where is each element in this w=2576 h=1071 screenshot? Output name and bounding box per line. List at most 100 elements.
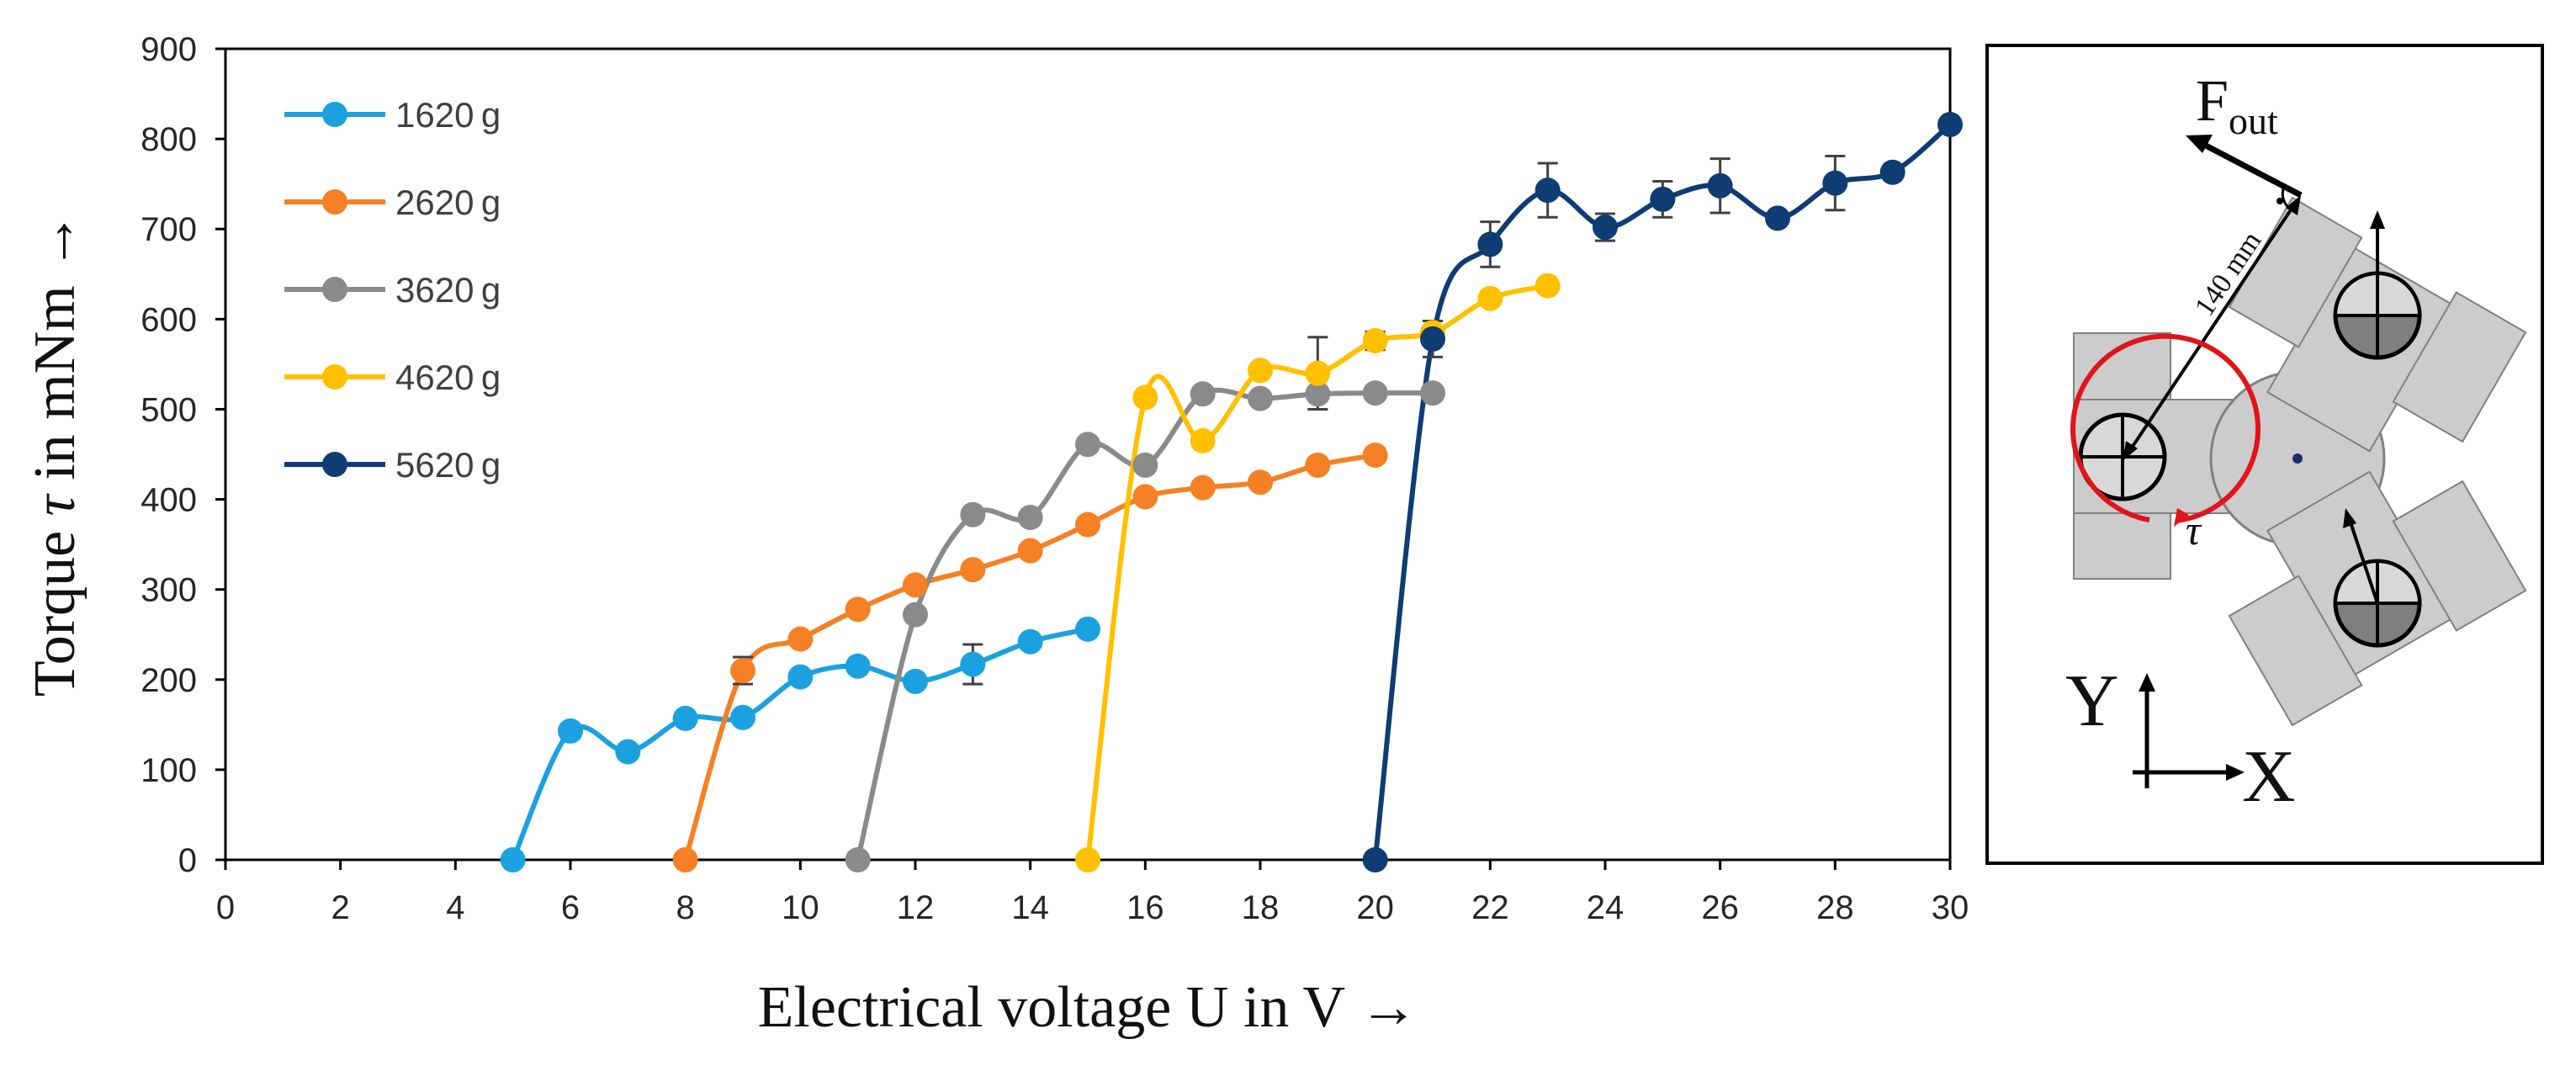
y-tick-label: 500: [140, 391, 197, 428]
y-tick-label: 700: [140, 211, 197, 248]
data-point-4: [1822, 170, 1848, 196]
data-point-1: [787, 626, 814, 652]
data-point-4: [1420, 326, 1445, 352]
coord-y-label: Y: [2065, 660, 2119, 742]
lower-right-wheel-icon: [2333, 508, 2422, 648]
legend-label-2: 3620 g: [395, 270, 501, 310]
lower-module-left-block: [2228, 575, 2363, 727]
data-point-0: [1017, 628, 1043, 655]
data-point-1: [845, 596, 871, 623]
data-point-0: [845, 653, 871, 679]
data-point-3: [1305, 360, 1331, 386]
x-tick-label: 4: [446, 889, 464, 926]
data-point-0: [672, 705, 698, 731]
hub-center-dot: [2292, 453, 2303, 464]
data-point-4: [1707, 172, 1733, 199]
x-tick-label: 16: [1126, 889, 1164, 926]
legend-marker-2: [322, 277, 347, 302]
error-bars: [733, 154, 1846, 686]
x-tick-label: 28: [1816, 889, 1854, 926]
data-point-0: [558, 718, 583, 744]
data-point-0: [1075, 616, 1100, 642]
data-point-3: [1477, 285, 1503, 311]
data-point-1: [903, 572, 928, 598]
data-point-3: [1075, 847, 1100, 872]
data-point-4: [1937, 111, 1963, 137]
torque-arc: [2070, 333, 2261, 523]
data-point-4: [1477, 231, 1503, 257]
y-tick-label: 300: [140, 572, 197, 609]
data-point-2: [1017, 504, 1043, 530]
data-point-0: [730, 704, 755, 730]
data-point-0: [615, 739, 641, 765]
data-point-2: [1420, 380, 1445, 406]
data-point-1: [1248, 469, 1273, 496]
data-point-3: [1190, 427, 1216, 453]
torque-arrowhead: [2174, 508, 2189, 527]
x-tick-label: 2: [331, 889, 350, 926]
y-tick-label: 800: [140, 121, 197, 158]
series-line-0: [510, 626, 1089, 862]
lower-module-right-block: [2392, 480, 2527, 632]
lever-arm-arrowhead-top: [2286, 195, 2301, 215]
x-tick-label: 30: [1932, 889, 1969, 926]
data-point-1: [1305, 452, 1331, 478]
right-angle-dot: [2277, 198, 2283, 204]
y-tick-label: 900: [140, 31, 197, 68]
legend-marker-1: [322, 189, 347, 215]
x-tick-label: 24: [1587, 889, 1625, 926]
coord-y-arrowhead: [2139, 673, 2155, 692]
x-tick-label: 0: [216, 889, 235, 926]
legend-marker-3: [322, 364, 347, 390]
data-point-2: [1190, 381, 1216, 407]
force-label-sub: out: [2229, 99, 2278, 142]
legend-label-3: 4620 g: [395, 358, 501, 397]
series-line-4: [1372, 122, 1952, 861]
coord-x-arrowhead: [2226, 764, 2245, 781]
x-axis-title: Electrical voltage U in V →: [758, 975, 1418, 1040]
legend-marker-0: [322, 102, 347, 127]
data-point-4: [1879, 159, 1905, 185]
data-point-3: [1362, 328, 1388, 354]
data-point-1: [1075, 512, 1100, 538]
legend-label-1: 2620 g: [395, 183, 501, 222]
data-point-1: [1190, 475, 1216, 501]
data-point-1: [672, 847, 698, 872]
data-point-4: [1765, 205, 1790, 231]
y-tick-label: 400: [140, 482, 197, 519]
data-point-2: [1305, 381, 1331, 407]
x-tick-label: 8: [676, 889, 695, 926]
y-axis-title-symbol: τ: [23, 492, 87, 516]
data-point-3: [1534, 273, 1561, 299]
data-point-0: [500, 847, 526, 872]
y-tick-label: 0: [178, 842, 197, 879]
data-point-2: [903, 602, 928, 628]
data-point-1: [730, 658, 755, 684]
x-tick-label: 6: [561, 889, 580, 926]
data-point-1: [1362, 443, 1388, 469]
force-label-main: F: [2196, 69, 2229, 134]
data-point-4: [1534, 178, 1561, 204]
data-point-1: [1017, 538, 1043, 564]
data-point-0: [903, 668, 928, 694]
y-tick-label: 100: [140, 752, 197, 789]
series-lines: [510, 122, 1952, 862]
upper-module-right-block: [2392, 291, 2527, 443]
upper-wheel-arrowhead: [2370, 210, 2385, 229]
coord-x-label: X: [2242, 736, 2296, 818]
data-point-3: [1248, 358, 1273, 384]
data-point-1: [1132, 484, 1158, 510]
legend-label-0: 1620 g: [395, 95, 501, 135]
torque-label: τ: [2186, 506, 2202, 554]
x-tick-label: 14: [1011, 889, 1049, 926]
data-point-4: [1362, 847, 1388, 872]
x-axis: 0 2 4 6 8 10 12 14 16 18 20 22 24 26 28 30: [216, 860, 1969, 926]
y-axis-title-suffix: in mNm →: [23, 212, 87, 495]
x-tick-label: 10: [782, 889, 819, 926]
x-tick-label: 22: [1471, 889, 1509, 926]
x-tick-label: 26: [1701, 889, 1739, 926]
y-axis: 0 100 200 300 400 500 600 700 800 900: [140, 31, 225, 879]
lower-wheel-arrowhead: [2343, 508, 2356, 528]
legend-marker-4: [322, 452, 347, 477]
